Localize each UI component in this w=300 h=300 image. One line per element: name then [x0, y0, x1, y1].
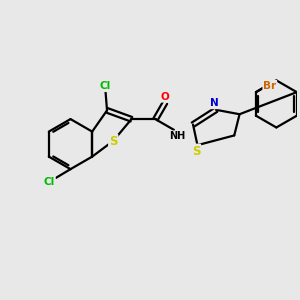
Text: Br: Br: [263, 81, 276, 91]
Text: Cl: Cl: [44, 176, 55, 187]
Text: Cl: Cl: [100, 81, 111, 91]
Text: N: N: [210, 98, 219, 108]
Text: NH: NH: [169, 131, 185, 141]
Text: O: O: [161, 92, 170, 102]
Text: S: S: [192, 145, 200, 158]
Text: S: S: [109, 135, 118, 148]
